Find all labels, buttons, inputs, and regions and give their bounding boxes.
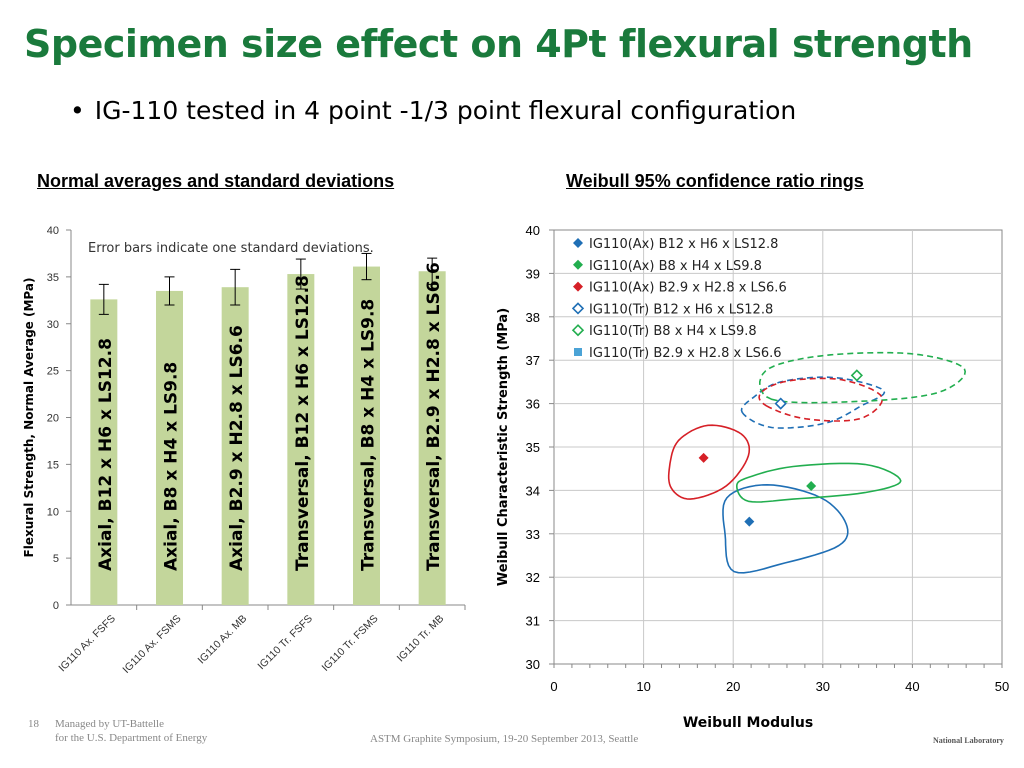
y-tick-label: 40 <box>47 225 59 237</box>
y-tick-label: 35 <box>47 272 59 284</box>
bar-label: Axial, B2.9 x H2.8 x LS6.6 <box>227 325 247 571</box>
legend-marker <box>571 324 585 337</box>
y-tick-label: 5 <box>53 553 59 565</box>
y-tick-label: 32 <box>526 570 540 585</box>
y-tick-label: 15 <box>47 459 59 471</box>
x-tick-label: 0 <box>550 679 557 694</box>
bar-label: Axial, B8 x H4 x LS9.8 <box>162 362 182 571</box>
category-label: IG110 Ax. FSMS <box>120 613 183 676</box>
y-tick-label: 10 <box>47 506 59 518</box>
category-label: IG110 Tr. FSFS <box>255 613 315 673</box>
y-tick-label: 0 <box>53 600 59 612</box>
y-tick-label: 30 <box>526 657 540 672</box>
legend-marker <box>571 302 585 315</box>
data-point <box>774 397 787 410</box>
bar <box>221 287 249 605</box>
legend-label: IG110(Tr) B2.9 x H2.8 x LS6.6 <box>589 346 782 361</box>
bullet-icon: • <box>70 96 85 125</box>
category-label: IG110 Tr. FSMS <box>319 613 380 674</box>
category-label: IG110 Ax. MB <box>196 613 250 667</box>
y-tick-label: 40 <box>526 223 540 238</box>
confidence-ring <box>667 424 751 500</box>
y-tick-label: 36 <box>526 397 540 412</box>
legend-marker <box>574 348 582 356</box>
data-point <box>806 481 817 492</box>
legend-marker <box>573 238 583 248</box>
slide-title: Specimen size effect on 4Pt flexural str… <box>24 22 973 66</box>
y-tick-label: 30 <box>47 319 59 331</box>
symposium-text: ASTM Graphite Symposium, 19-20 September… <box>370 733 639 745</box>
confidence-ring <box>759 351 966 404</box>
bar <box>156 290 183 605</box>
legend-label: IG110(Ax) B12 x H6 x LS12.8 <box>589 237 778 252</box>
legend-marker <box>573 281 583 292</box>
category-label: IG110 Ax. FSFS <box>56 613 118 675</box>
x-axis-title: Weibull Modulus <box>683 715 813 731</box>
y-tick-label: 35 <box>526 440 540 455</box>
x-tick-label: 20 <box>726 679 740 694</box>
lab-logo: National Laboratory <box>933 736 1004 745</box>
bar <box>353 266 380 605</box>
bar-label: Transversal, B2.9 x H2.8 x LS6.6 <box>424 262 444 571</box>
bullet-point: • IG-110 tested in 4 point -1/3 point fle… <box>70 96 796 125</box>
data-point <box>744 516 755 527</box>
y-axis-title: Weibull Characteristic Strength (MPa) <box>496 308 511 586</box>
left-chart-subtitle: Normal averages and standard deviations <box>37 171 395 191</box>
x-tick-label: 30 <box>816 679 830 694</box>
legend-label: IG110(Ax) B2.9 x H2.8 x LS6.6 <box>589 281 787 296</box>
y-tick-label: 31 <box>526 614 540 629</box>
bar <box>287 274 315 605</box>
legend-marker <box>573 259 583 270</box>
managed-by-line2: for the U.S. Department of Energy <box>55 732 208 744</box>
y-tick-label: 25 <box>47 366 59 378</box>
x-tick-label: 50 <box>995 679 1009 694</box>
y-tick-label: 20 <box>47 413 59 425</box>
y-tick-label: 33 <box>526 527 540 542</box>
category-label: IG110 Tr. MB <box>395 613 447 665</box>
y-tick-label: 38 <box>526 310 540 325</box>
legend-label: IG110(Tr) B12 x H6 x LS12.8 <box>589 302 773 317</box>
data-point <box>698 452 709 463</box>
x-tick-label: 40 <box>905 679 919 694</box>
data-point <box>850 369 863 382</box>
confidence-ring <box>758 377 884 422</box>
x-tick-label: 10 <box>636 679 650 694</box>
bar <box>418 271 446 605</box>
y-tick-label: 37 <box>526 353 540 368</box>
chart-annotation: Error bars indicate one standard deviati… <box>88 241 374 256</box>
bar-chart: 0 5 10 15 20 25 30 35 40 Flexural Strength, Norma… <box>22 225 466 676</box>
page-number: 18 <box>28 718 39 730</box>
confidence-ring <box>736 462 902 503</box>
legend-label: IG110(Tr) B8 x H4 x LS9.8 <box>589 324 757 339</box>
y-tick-label: 39 <box>526 266 540 281</box>
y-tick-label: 34 <box>526 483 540 498</box>
managed-by-line1: Managed by UT-Battelle <box>55 718 164 730</box>
y-axis-title: Flexural Strength, Normal Average (MPa) <box>22 278 36 558</box>
bar-label: Transversal, B12 x H6 x LS12.8 <box>293 275 313 571</box>
weibull-scatter-chart: 0 10 20 30 40 50 30 31 32 33 34 35 36 37 38 39 40 Weibull… <box>496 223 1009 731</box>
bullet-text: IG-110 tested in 4 point -1/3 point flex… <box>94 96 797 125</box>
confidence-ring <box>740 376 886 429</box>
right-chart-subtitle: Weibull 95% confidence ratio rings <box>566 171 864 191</box>
bar <box>90 299 118 605</box>
bar-label: Axial, B12 x H6 x LS12.8 <box>96 338 116 571</box>
bar-label: Transversal, B8 x H4 x LS9.8 <box>359 299 379 571</box>
legend-label: IG110(Ax) B8 x H4 x LS9.8 <box>589 259 762 274</box>
